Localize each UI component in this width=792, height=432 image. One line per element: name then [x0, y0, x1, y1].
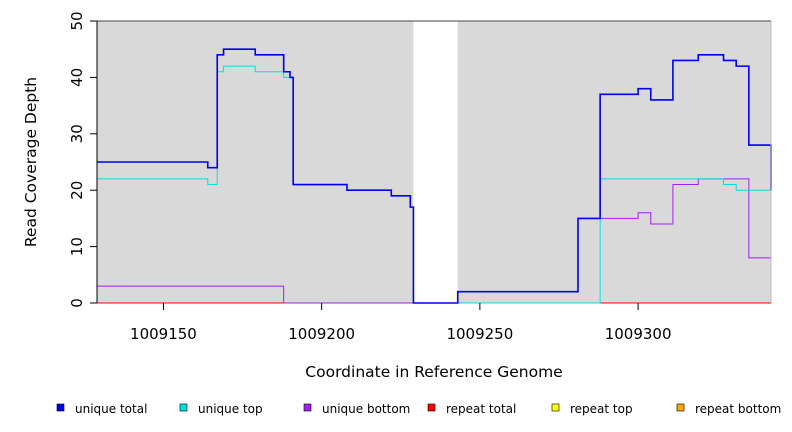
legend-label: repeat bottom	[695, 402, 781, 416]
series-line-unique-total	[97, 48, 772, 304]
y-axis-title: Read Coverage Depth	[22, 77, 40, 247]
legend-swatch	[56, 403, 65, 412]
legend-label: unique top	[198, 402, 263, 416]
legend-swatch	[427, 403, 436, 412]
x-tick-label: 1009200	[288, 325, 355, 343]
x-axis-title: Coordinate in Reference Genome	[305, 363, 562, 381]
legend-item-unique-top: unique top	[179, 402, 263, 416]
legend-swatch	[551, 403, 560, 412]
gap-region-0	[413, 21, 458, 303]
x-tick-label: 1009250	[446, 325, 513, 343]
legend-item-repeat-total: repeat total	[427, 402, 516, 416]
y-tick-label: 0	[68, 298, 86, 308]
y-tick-label: 50	[68, 11, 86, 30]
legend-swatch	[179, 403, 188, 412]
y-tick-label: 40	[68, 68, 86, 87]
legend-item-unique-bottom: unique bottom	[303, 402, 410, 416]
legend-swatch	[676, 403, 685, 412]
legend-swatch	[303, 403, 312, 412]
x-tick-label: 1009300	[605, 325, 672, 343]
y-tick-label: 30	[68, 124, 86, 143]
y-tick-label: 10	[68, 237, 86, 256]
x-tick-label: 1009150	[130, 325, 197, 343]
y-tick-label: 20	[68, 181, 86, 200]
legend-item-unique-total: unique total	[56, 402, 147, 416]
legend-label: unique total	[75, 402, 147, 416]
legend-item-repeat-bottom: repeat bottom	[676, 402, 781, 416]
legend-label: unique bottom	[322, 402, 410, 416]
legend-label: repeat top	[570, 402, 633, 416]
legend-item-repeat-top: repeat top	[551, 402, 633, 416]
legend-label: repeat total	[446, 402, 516, 416]
